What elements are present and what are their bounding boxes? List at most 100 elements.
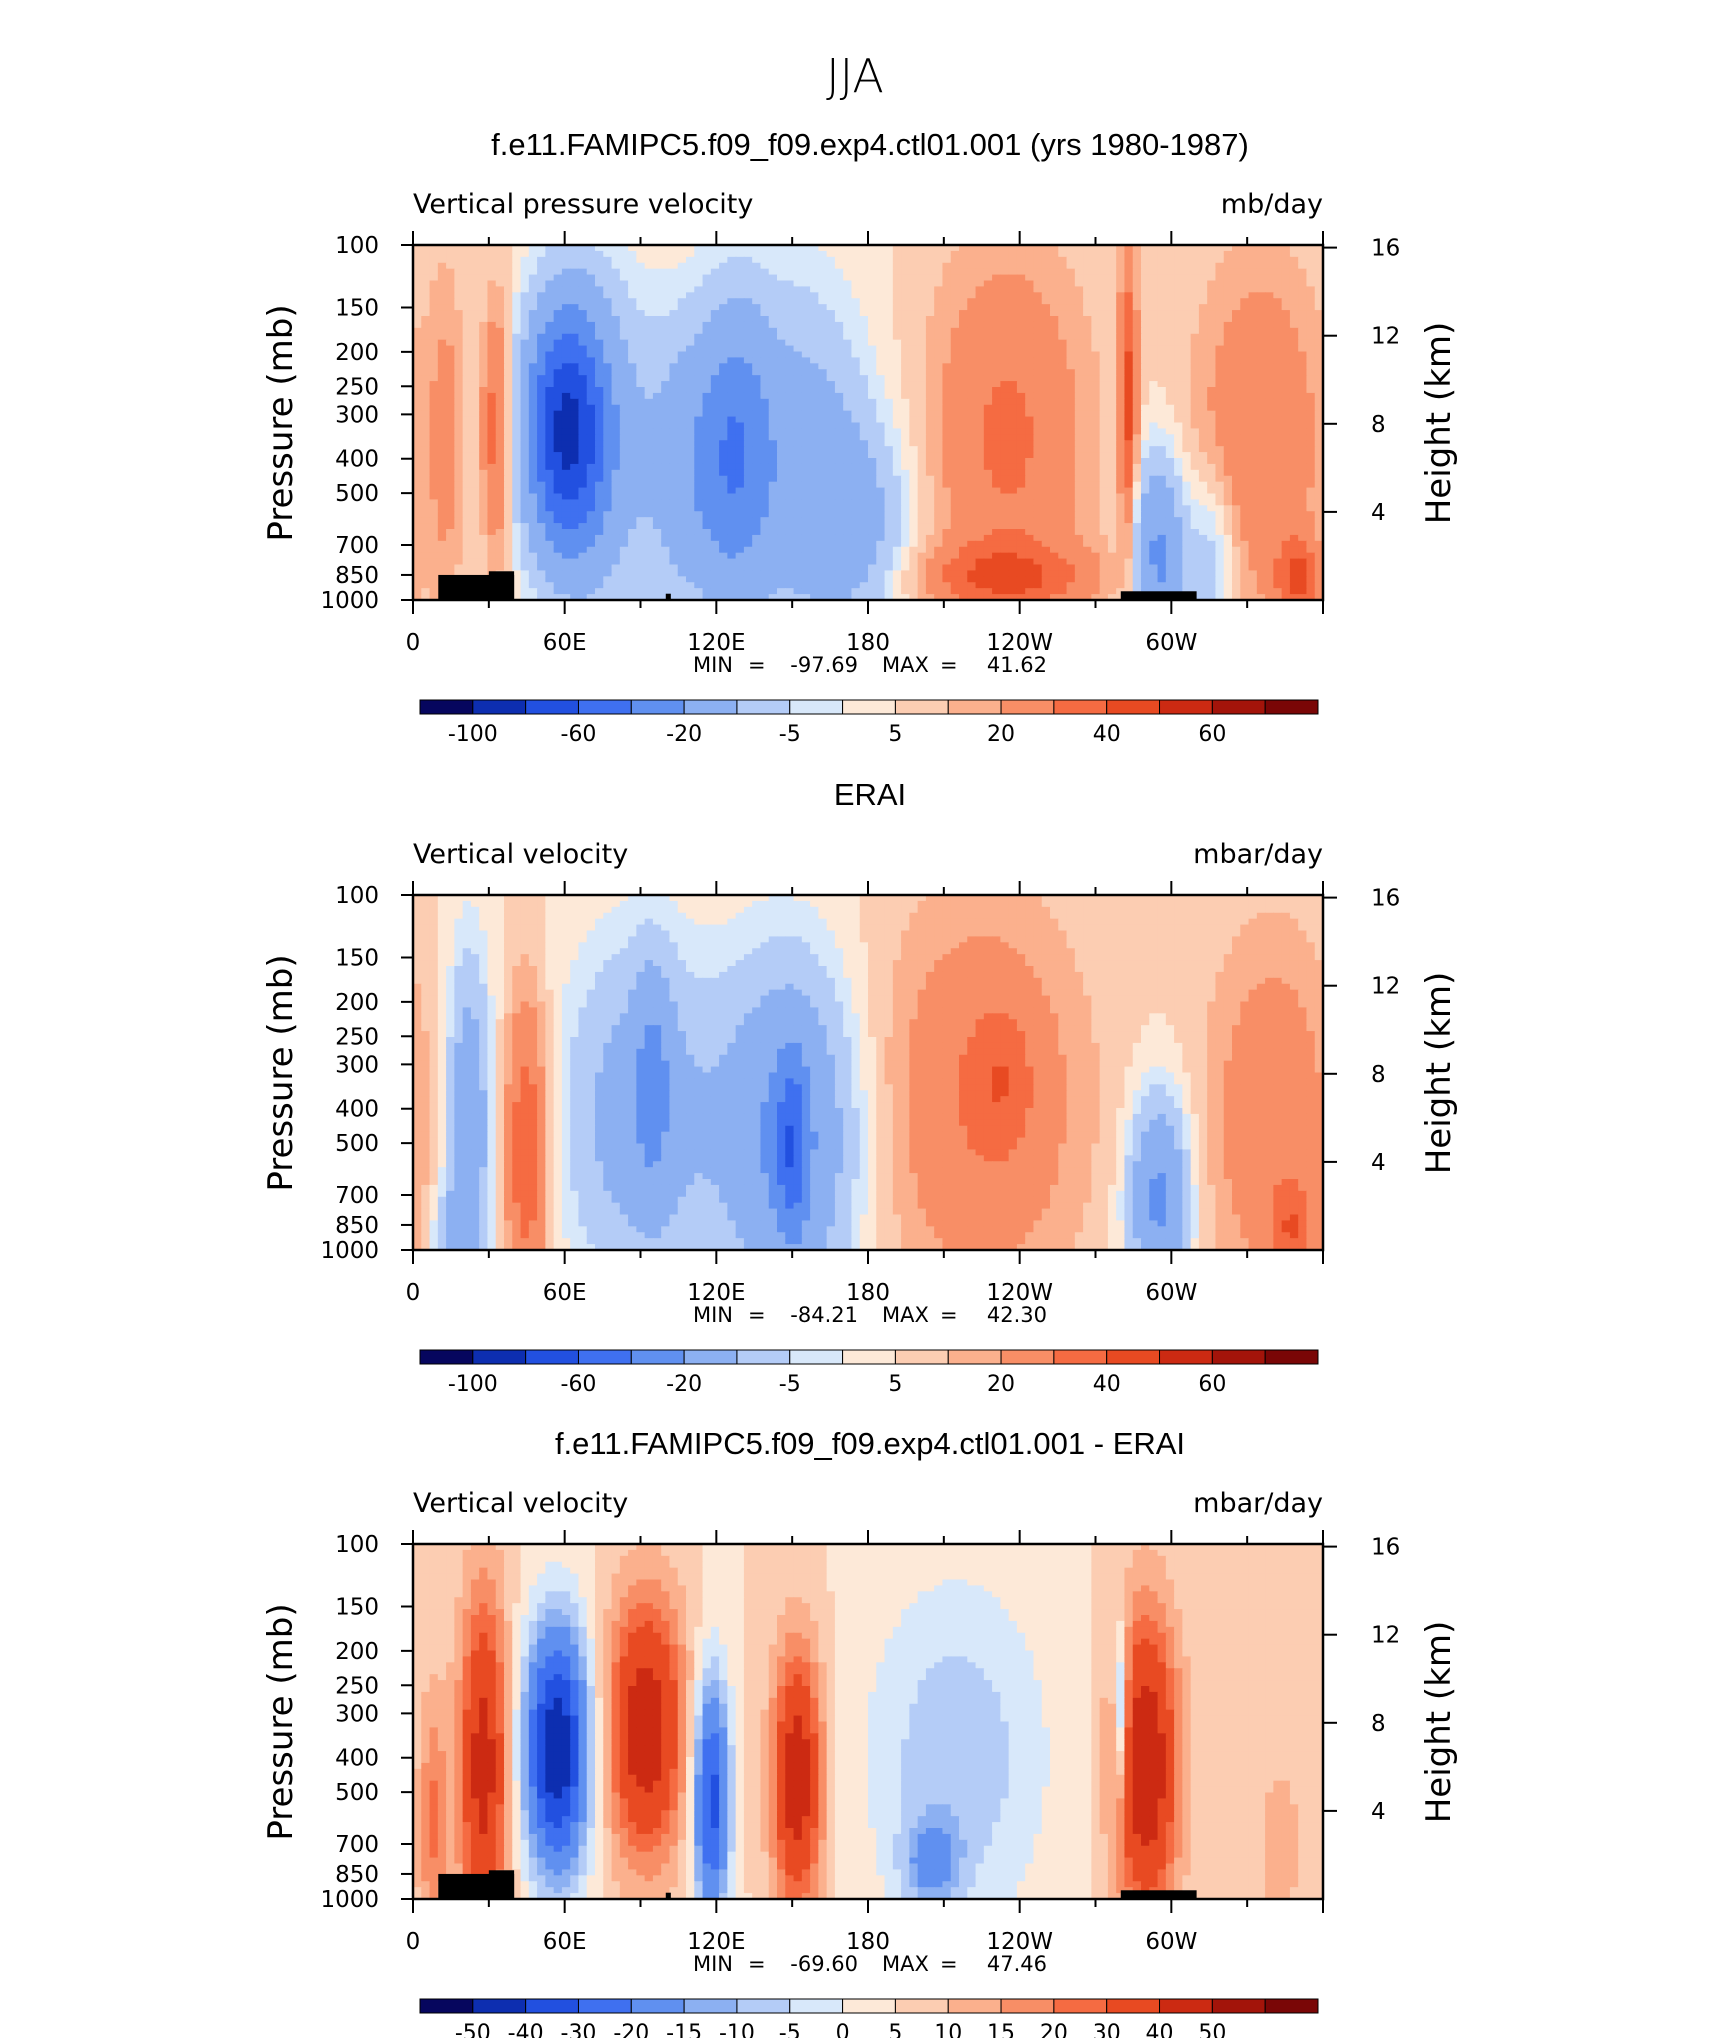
field-cell [413, 269, 422, 276]
field-cell [537, 440, 546, 447]
field-cell [1232, 423, 1241, 430]
field-cell [1025, 446, 1034, 453]
field-cell [645, 505, 654, 512]
field-cell [554, 423, 563, 430]
field-cell [959, 446, 968, 453]
field-cell [512, 511, 521, 518]
field-cell [736, 499, 745, 506]
field-cell [984, 458, 993, 465]
field-cell [744, 375, 753, 382]
field-cell [992, 411, 1001, 418]
field-cell [794, 505, 803, 512]
field-cell [537, 369, 546, 376]
field-cell [1017, 340, 1026, 347]
field-cell [1290, 334, 1299, 341]
field-cell [1050, 476, 1059, 483]
field-cell [537, 381, 546, 388]
field-cell [984, 381, 993, 388]
field-cell [653, 411, 662, 418]
field-cell [537, 405, 546, 412]
field-cell [645, 298, 654, 305]
field-cell [1042, 411, 1051, 418]
field-cell [835, 399, 844, 406]
field-cell [537, 251, 546, 258]
field-cell [1191, 476, 1200, 483]
field-cell [984, 488, 993, 495]
field-cell [843, 263, 852, 270]
field-cell [1124, 328, 1133, 335]
field-cell [1249, 411, 1258, 418]
field-cell [612, 281, 621, 288]
field-cell [438, 417, 447, 424]
field-cell [1100, 488, 1109, 495]
field-cell [1025, 423, 1034, 430]
field-cell [430, 440, 439, 447]
field-cell [926, 411, 935, 418]
field-cell [454, 476, 463, 483]
field-cell [463, 346, 472, 353]
field-cell [430, 494, 439, 501]
field-cell [1282, 369, 1291, 376]
field-cell [860, 411, 869, 418]
field-cell [827, 434, 836, 441]
field-cell [661, 423, 670, 430]
field-cell [1058, 328, 1067, 335]
field-cell [1075, 269, 1084, 276]
field-cell [777, 464, 786, 471]
field-cell [976, 505, 985, 512]
field-cell [818, 405, 827, 412]
field-cell [496, 292, 505, 299]
field-cell [454, 352, 463, 359]
field-cell [868, 476, 877, 483]
field-cell [901, 328, 910, 335]
field-cell [744, 286, 753, 293]
field-cell [818, 393, 827, 400]
field-cell [1174, 428, 1183, 435]
field-cell [446, 304, 455, 311]
field-cell [1033, 263, 1042, 270]
field-cell [612, 476, 621, 483]
field-cell [1083, 393, 1092, 400]
field-cell [909, 499, 918, 506]
field-cell [1215, 257, 1224, 264]
field-cell [686, 328, 695, 335]
field-cell [694, 340, 703, 347]
field-cell [1033, 316, 1042, 323]
field-cell [686, 334, 695, 341]
field-cell [1058, 452, 1067, 459]
field-cell [810, 464, 819, 471]
field-cell [537, 334, 546, 341]
field-cell [827, 369, 836, 376]
field-cell [926, 428, 935, 435]
field-cell [1290, 328, 1299, 335]
field-cell [496, 387, 505, 394]
field-cell [1174, 292, 1183, 299]
field-cell [934, 322, 943, 329]
field-cell [694, 505, 703, 512]
field-cell [851, 399, 860, 406]
field-cell [777, 488, 786, 495]
field-cell [1083, 298, 1092, 305]
field-cell [1215, 304, 1224, 311]
field-cell [711, 263, 720, 270]
field-cell [893, 476, 902, 483]
field-cell [1207, 488, 1216, 495]
field-cell [1224, 440, 1233, 447]
field-cell [1215, 298, 1224, 305]
field-cell [1215, 452, 1224, 459]
field-cell [703, 292, 712, 299]
field-cell [736, 316, 745, 323]
field-cell [529, 292, 538, 299]
field-cell [851, 352, 860, 359]
field-cell [479, 499, 488, 506]
field-cell [446, 275, 455, 282]
field-cell [570, 428, 579, 435]
field-cell [636, 505, 645, 512]
field-cell [454, 322, 463, 329]
field-cell [1290, 257, 1299, 264]
field-cell [529, 316, 538, 323]
field-cell [918, 298, 927, 305]
field-cell [719, 257, 728, 264]
field-cell [1116, 428, 1125, 435]
field-cell [860, 316, 869, 323]
